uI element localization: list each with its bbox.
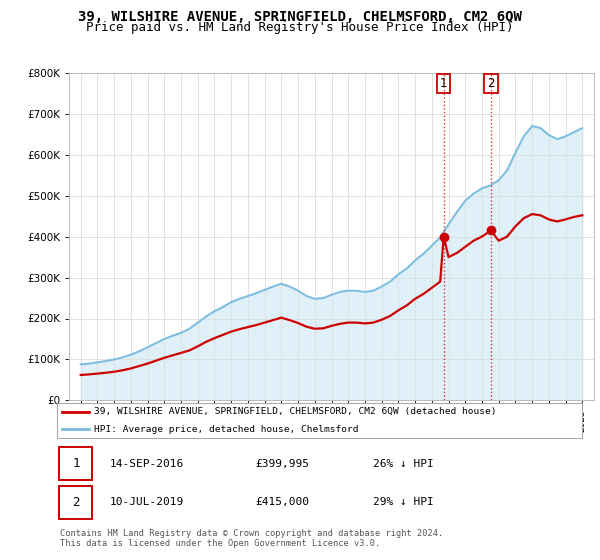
- Text: 39, WILSHIRE AVENUE, SPRINGFIELD, CHELMSFORD, CM2 6QW: 39, WILSHIRE AVENUE, SPRINGFIELD, CHELMS…: [78, 10, 522, 24]
- Text: 2: 2: [72, 496, 80, 508]
- Text: 1: 1: [440, 77, 448, 90]
- FancyBboxPatch shape: [56, 403, 583, 438]
- Text: Contains HM Land Registry data © Crown copyright and database right 2024.
This d: Contains HM Land Registry data © Crown c…: [60, 529, 443, 548]
- Text: 26% ↓ HPI: 26% ↓ HPI: [373, 459, 433, 469]
- FancyBboxPatch shape: [59, 486, 92, 519]
- Text: 2: 2: [487, 77, 494, 90]
- Text: £415,000: £415,000: [256, 497, 310, 507]
- Text: £399,995: £399,995: [256, 459, 310, 469]
- Text: Price paid vs. HM Land Registry's House Price Index (HPI): Price paid vs. HM Land Registry's House …: [86, 21, 514, 34]
- FancyBboxPatch shape: [59, 447, 92, 480]
- Text: 10-JUL-2019: 10-JUL-2019: [110, 497, 184, 507]
- Text: 14-SEP-2016: 14-SEP-2016: [110, 459, 184, 469]
- Text: 29% ↓ HPI: 29% ↓ HPI: [373, 497, 433, 507]
- Text: 1: 1: [72, 458, 80, 470]
- Text: 39, WILSHIRE AVENUE, SPRINGFIELD, CHELMSFORD, CM2 6QW (detached house): 39, WILSHIRE AVENUE, SPRINGFIELD, CHELMS…: [94, 407, 496, 416]
- Text: HPI: Average price, detached house, Chelmsford: HPI: Average price, detached house, Chel…: [94, 425, 358, 434]
